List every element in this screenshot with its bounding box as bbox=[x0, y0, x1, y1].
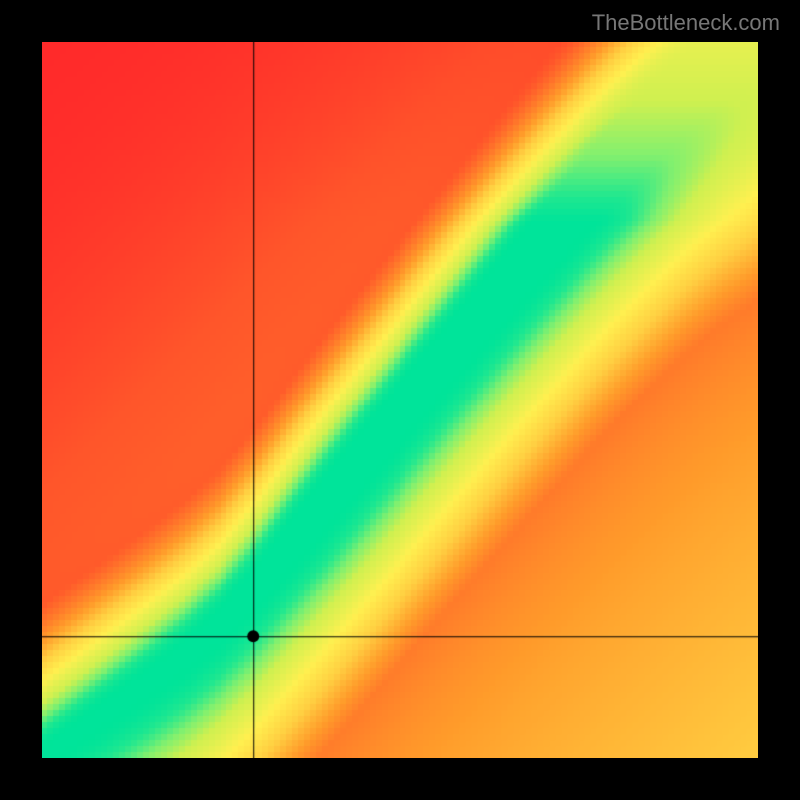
heatmap-canvas bbox=[42, 42, 758, 758]
root: TheBottleneck.com bbox=[0, 0, 800, 800]
watermark-text: TheBottleneck.com bbox=[592, 10, 780, 36]
heatmap-plot bbox=[42, 42, 758, 758]
